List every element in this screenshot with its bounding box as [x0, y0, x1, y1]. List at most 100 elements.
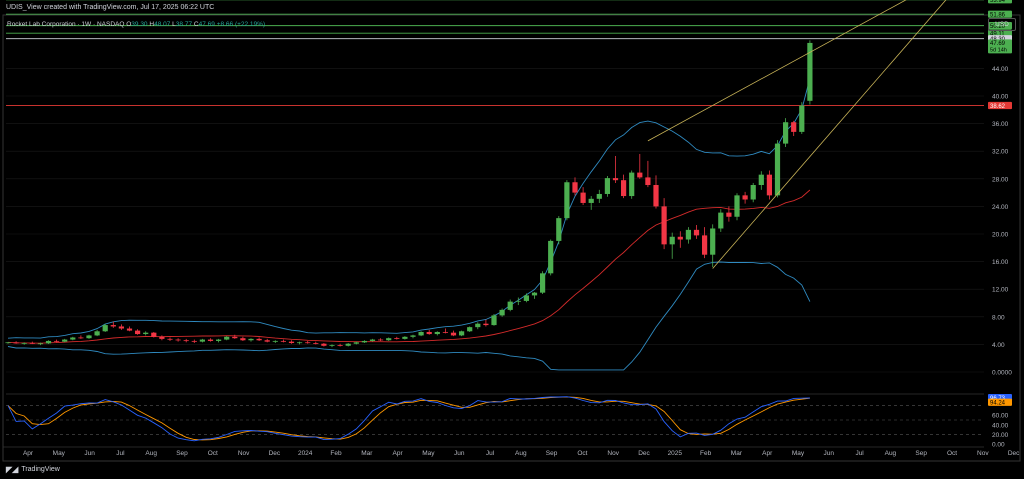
candle-body	[191, 340, 197, 342]
level-tag-label: 50.20	[990, 24, 1006, 30]
time-tick-label: Oct	[947, 450, 957, 457]
tradingview-logo-text: TradingView	[21, 466, 60, 473]
candle-body	[661, 206, 667, 245]
tradingview-logo-icon: ◤◢	[6, 465, 19, 474]
time-tick-label: Mar	[731, 450, 743, 457]
time-tick-label: Jun	[824, 450, 835, 457]
candle-body	[799, 105, 805, 132]
price-tick-label: 20.00	[992, 232, 1009, 239]
time-tick-label: Sep	[176, 450, 188, 457]
candle-body	[353, 342, 359, 344]
time-tick-label: Dec	[269, 450, 281, 457]
close-label: C	[193, 21, 199, 28]
candle-body	[313, 343, 319, 344]
level-tag-label: 51.86	[990, 12, 1006, 18]
level-tag-label: 38.62	[990, 104, 1006, 110]
level-tag	[988, 101, 1012, 110]
candle-body	[791, 122, 797, 132]
candle-body	[102, 325, 108, 332]
price-tick-label: 44.00	[992, 66, 1009, 73]
candle-body	[710, 228, 716, 255]
level-tag-label: 53.94	[990, 0, 1006, 4]
candle-body	[491, 315, 497, 326]
candle-body	[556, 218, 562, 241]
candle-body	[523, 295, 529, 301]
close-value: 47.69	[198, 21, 215, 28]
last-price-countdown: 5d 14h	[990, 48, 1007, 54]
publish-info: UDIS_View created with TradingView.com, …	[6, 4, 215, 11]
candle-body	[297, 342, 303, 344]
trendline-lower	[712, 0, 947, 269]
stoch-k-line	[7, 396, 810, 442]
candle-body	[288, 341, 295, 344]
candle-body	[248, 338, 254, 341]
price-tick-label: 0.0000	[992, 370, 1012, 377]
candle-body	[548, 240, 554, 274]
low-value: 38.77	[175, 21, 193, 28]
candle-body	[774, 143, 781, 196]
time-tick-label: Mar	[361, 450, 373, 457]
candle-body	[135, 330, 141, 335]
open-label: O	[126, 21, 132, 28]
bollinger-lower	[7, 261, 811, 371]
candle-body	[37, 343, 43, 345]
stoch-d-value: 94.24	[990, 401, 1006, 407]
candle-body	[78, 337, 84, 339]
candle-body	[726, 212, 732, 217]
candle-body	[442, 331, 448, 333]
time-tick-label: Dec	[1008, 450, 1020, 457]
candle-body	[807, 42, 813, 101]
candle-body	[685, 229, 691, 240]
price-tick-label: 24.00	[992, 204, 1009, 211]
price-tick-label: 16.00	[992, 259, 1009, 266]
candle-body	[329, 345, 335, 346]
high-value: 48.07	[154, 21, 171, 28]
candle-body	[337, 345, 343, 346]
level-tag-label: 49.11	[990, 31, 1005, 37]
price-tick-label: 36.00	[992, 121, 1009, 128]
candle-body	[216, 339, 222, 341]
candle-body	[734, 195, 740, 217]
candle-body	[29, 343, 35, 344]
time-tick-label: Sep	[546, 450, 558, 457]
candle-body	[580, 192, 586, 203]
price-tick-label: 12.00	[992, 287, 1009, 294]
candle-body	[750, 185, 756, 200]
time-tick-label: Dec	[638, 450, 650, 457]
candle-body	[677, 236, 683, 240]
candle-body	[199, 339, 205, 342]
candle-body	[483, 323, 489, 326]
candle-body	[110, 325, 116, 327]
candle-body	[45, 340, 52, 344]
price-tick-label: 32.00	[992, 149, 1009, 156]
candle-body	[418, 331, 424, 336]
time-tick-label: Jun	[84, 450, 95, 457]
price-tick-label: 40.00	[992, 94, 1009, 101]
candle-body	[256, 338, 262, 341]
candle-body	[507, 301, 513, 310]
price-tick-label: 8.00	[992, 314, 1005, 321]
candle-body	[467, 327, 473, 332]
candle-body	[175, 339, 181, 341]
candle-body	[94, 331, 100, 336]
candle-body	[232, 336, 238, 339]
time-tick-label: Jul	[855, 450, 864, 457]
price-tick-label: 4.00	[992, 342, 1005, 349]
candle-body	[653, 185, 659, 207]
currency-button[interactable]: USD	[988, 18, 1016, 31]
candle-body	[167, 338, 173, 340]
low-label: L	[172, 21, 176, 28]
stoch-tick-label: 60.00	[992, 413, 1009, 420]
candle-body	[321, 343, 327, 346]
candle-body	[540, 273, 546, 293]
time-tick-label: Aug	[885, 450, 897, 457]
time-tick-label: Nov	[238, 450, 250, 457]
time-tick-label: Oct	[577, 450, 587, 457]
time-tick-label: Aug	[515, 450, 527, 457]
candle-body	[475, 323, 481, 328]
stoch-d-line	[7, 396, 810, 441]
candle-body	[515, 300, 521, 302]
candle-body	[143, 332, 149, 335]
candle-body	[499, 309, 505, 316]
